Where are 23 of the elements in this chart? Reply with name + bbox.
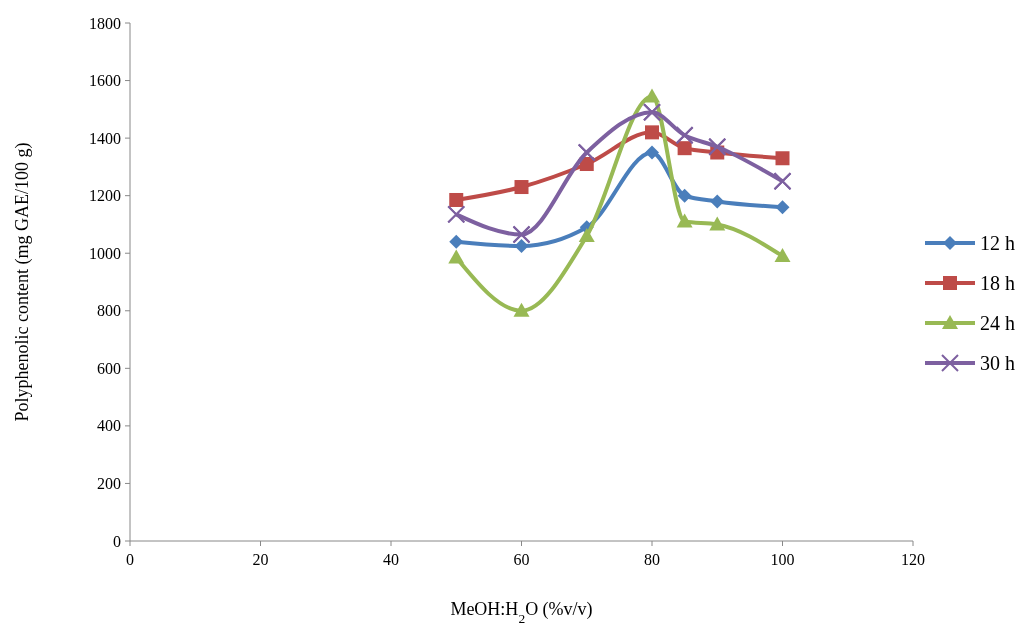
y-tick-label: 1400 [89,129,121,147]
x-tick-label: 0 [126,551,134,568]
y-tick-label: 1000 [89,244,121,262]
x-tick-label: 100 [770,551,795,568]
y-tick-label: 1200 [89,187,121,205]
legend-label: 18 h [980,272,1015,294]
legend-label: 30 h [980,352,1015,374]
legend-label: 12 h [980,232,1015,254]
legend-label: 24 h [980,312,1015,334]
y-axis-title: Polyphenolic content (mg GAE/100 g) [12,142,33,422]
y-tick-label: 1800 [89,14,121,32]
y-tick-label: 0 [113,532,121,550]
x-tick-label: 40 [383,551,399,568]
y-tick-label: 1600 [89,72,121,90]
y-tick-label: 800 [97,302,121,320]
x-tick-label: 120 [901,551,925,568]
x-tick-label: 20 [252,551,269,568]
x-axis-title: MeOH:H$_{2}$O (%v/v) [450,599,593,626]
x-tick-label: 80 [644,551,660,568]
y-tick-label: 200 [97,475,121,493]
x-tick-label: 60 [513,551,530,568]
y-tick-label: 600 [97,359,121,377]
y-tick-label: 400 [97,417,121,435]
